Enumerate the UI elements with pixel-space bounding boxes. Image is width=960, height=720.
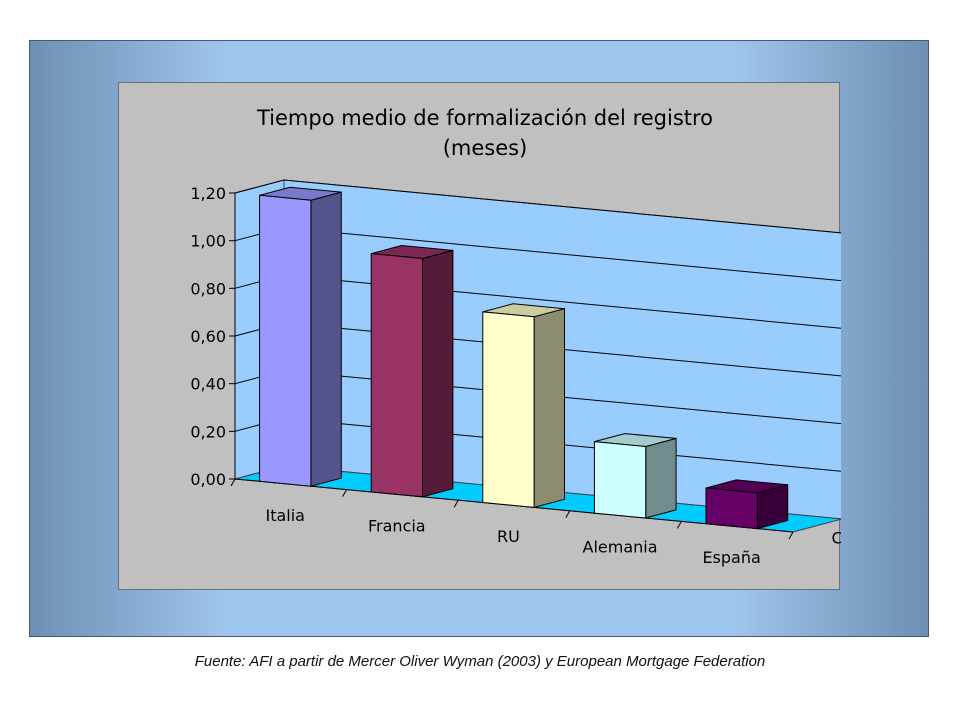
x-tick-label: Italia bbox=[265, 506, 305, 525]
bar-front bbox=[259, 194, 312, 487]
bar-ru bbox=[482, 303, 565, 509]
y-tick-label: 0,00 bbox=[190, 470, 226, 489]
bar-alemania bbox=[593, 433, 677, 519]
y-tick-label: 0,80 bbox=[190, 279, 226, 298]
bar-front bbox=[593, 441, 647, 519]
x-tick-mark bbox=[676, 521, 682, 529]
bar-side bbox=[533, 308, 565, 509]
x-tick-mark bbox=[342, 489, 348, 497]
bar-front bbox=[482, 311, 535, 508]
x-tick-label: Francia bbox=[368, 516, 426, 535]
x-tick-mark bbox=[565, 510, 571, 519]
x-tick-mark bbox=[453, 499, 459, 508]
x-tick-mark bbox=[788, 531, 794, 540]
bar-francia bbox=[370, 244, 454, 498]
source-note: Fuente: AFI a partir de Mercer Oliver Wy… bbox=[194, 653, 766, 670]
bar-front bbox=[705, 487, 758, 530]
bar-side bbox=[310, 191, 342, 487]
bar-side bbox=[645, 437, 677, 519]
bar-side bbox=[422, 249, 454, 498]
x-tick-label: Alemania bbox=[583, 538, 658, 557]
bar-españa bbox=[705, 479, 789, 530]
x-tick-mark bbox=[230, 478, 236, 487]
x-tick-label: RU bbox=[497, 527, 520, 546]
y-tick-label: 0,60 bbox=[190, 327, 226, 346]
bar-front bbox=[370, 253, 423, 498]
gridline bbox=[234, 179, 841, 234]
bar-italia bbox=[259, 186, 342, 487]
y-tick-label: 1,20 bbox=[190, 184, 226, 203]
series-depth-label: C1 bbox=[832, 529, 842, 548]
y-tick-label: 0,40 bbox=[190, 375, 226, 394]
y-tick-label: 1,00 bbox=[190, 232, 226, 251]
chart-area: 0,00 0,20 0,40 0,60 0,80 1,00 1,20 Italia Franci… bbox=[118, 82, 842, 590]
x-tick-label: España bbox=[702, 548, 760, 567]
chart-title: Tiempo medio de formalización del regist… bbox=[256, 106, 713, 130]
chart-subtitle: (meses) bbox=[443, 136, 528, 160]
y-tick-label: 0,20 bbox=[190, 422, 226, 441]
bar-chart-3d: 0,00 0,20 0,40 0,60 0,80 1,00 1,20 Italia Franci… bbox=[190, 106, 842, 567]
